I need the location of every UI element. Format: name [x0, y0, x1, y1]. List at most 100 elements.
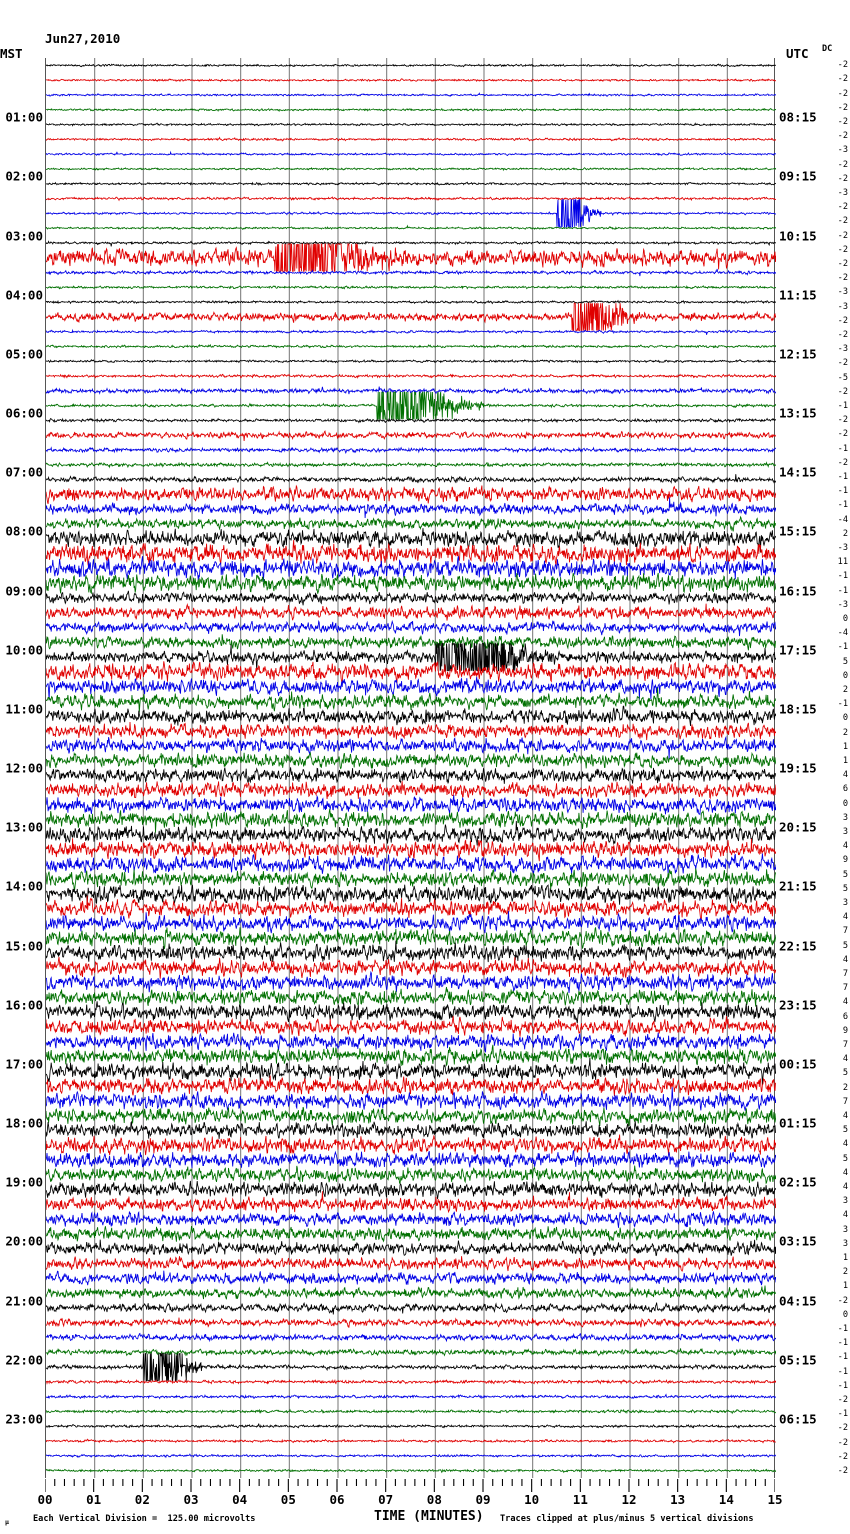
hour-label-mst: 21:00: [5, 1293, 43, 1308]
seismic-trace: [46, 853, 776, 875]
seismic-trace: [46, 927, 776, 949]
seismic-trace: [46, 391, 776, 421]
minute-tick-label: 07: [378, 1492, 394, 1507]
seismic-trace: [46, 445, 776, 454]
seismic-trace: [46, 1347, 776, 1357]
dc-offset-value: 5: [842, 1125, 848, 1136]
x-axis-title: TIME (MINUTES): [374, 1509, 484, 1524]
seismic-trace: [46, 661, 776, 686]
seismic-trace: [46, 430, 776, 442]
minute-tick-label: 15: [767, 1492, 783, 1507]
minute-tick-label: 12: [621, 1492, 637, 1507]
seismic-trace: [46, 328, 776, 335]
dc-offset-value: -1: [837, 1323, 848, 1334]
seismic-trace: [46, 515, 776, 532]
dc-offset-value: -2: [837, 273, 848, 284]
dc-offset-value: 1: [842, 755, 848, 766]
dc-offset-value: -5: [837, 372, 848, 383]
hour-label-mst: 07:00: [5, 464, 43, 480]
dc-offset-value: -1: [837, 471, 848, 482]
seismic-trace: [46, 1211, 776, 1228]
dc-offset-value: -1: [837, 1366, 848, 1377]
seismic-trace: [46, 721, 776, 741]
seismic-trace: [46, 1317, 776, 1328]
hour-label-mst: 23:00: [5, 1411, 43, 1427]
dc-offset-value: -4: [837, 514, 848, 525]
dc-offset-value: -2: [837, 159, 848, 170]
dc-offset-value: -1: [837, 699, 848, 710]
dc-offset-value: -3: [837, 542, 848, 553]
dc-offset-value: 0: [842, 713, 848, 724]
hour-label-mst: 08:00: [5, 523, 43, 539]
dc-offset-value: -2: [837, 258, 848, 269]
dc-offset-value: 4: [842, 1210, 848, 1221]
minute-tick-label: 00: [37, 1492, 53, 1507]
dc-offset-value: -1: [837, 1352, 848, 1363]
seismic-trace: [46, 838, 776, 862]
hour-label-mst: 14:00: [5, 878, 43, 894]
dc-offset-value: -2: [837, 457, 848, 468]
clip-note: Traces clipped at plus/minus 5 vertical …: [500, 1514, 754, 1524]
seismic-trace: [46, 1149, 776, 1169]
dc-offset-value: 9: [842, 1025, 848, 1036]
seismic-trace: [46, 240, 776, 247]
dc-offset-value: 1: [842, 741, 848, 752]
dc-offset-value: 0: [842, 1309, 848, 1320]
hour-label-mst: 17:00: [5, 1056, 43, 1072]
dc-offset-value: -2: [837, 386, 848, 397]
hour-label-utc: 12:15: [779, 346, 817, 362]
seismic-trace: [46, 166, 776, 172]
seismic-trace: [46, 735, 776, 760]
dc-offset-value: -1: [837, 486, 848, 497]
dc-offset-value: -3: [837, 187, 848, 198]
seismic-trace: [46, 884, 776, 905]
helicorder-plot[interactable]: [45, 58, 776, 1478]
seismic-trace: [46, 642, 776, 672]
seismic-trace: [46, 556, 776, 582]
dc-offset-value: 5: [842, 883, 848, 894]
seismic-trace: [46, 1270, 776, 1286]
hour-label-mst: 05:00: [5, 346, 43, 362]
seismic-trace: [46, 528, 776, 553]
seismic-trace: [46, 1379, 776, 1386]
hour-label-utc: 21:15: [779, 878, 817, 894]
micro-symbol: μ: [5, 1518, 9, 1526]
hour-label-mst: 04:00: [5, 287, 43, 303]
seismic-trace: [46, 970, 776, 994]
seismic-trace: [46, 107, 776, 113]
dc-offset-value: 0: [842, 670, 848, 681]
minute-tick-label: 02: [134, 1492, 150, 1507]
dc-offset-value: 3: [842, 826, 848, 837]
dc-offset-value: 4: [842, 1139, 848, 1150]
seismic-trace: [46, 461, 776, 469]
dc-offset-value: -2: [837, 429, 848, 440]
dc-offset-value: -1: [837, 642, 848, 653]
dc-offset-value: 4: [842, 841, 848, 852]
seismic-trace: [46, 590, 776, 606]
dc-offset-value: 6: [842, 1011, 848, 1022]
hour-label-utc: 22:15: [779, 938, 817, 953]
dc-offset-value: -2: [837, 329, 848, 340]
hour-label-utc: 03:15: [779, 1233, 817, 1249]
hour-label-mst: 20:00: [5, 1233, 43, 1249]
dc-offset-value: -2: [837, 216, 848, 227]
seismic-trace: [46, 1393, 776, 1400]
dc-offset-value: -1: [837, 1338, 848, 1349]
seismic-trace: [46, 676, 776, 701]
seismic-trace: [46, 78, 776, 83]
seismic-trace: [46, 602, 776, 621]
scale-note: Each Vertical Division = 125.00 microvol…: [33, 1514, 256, 1524]
hour-label-utc: 01:15: [779, 1115, 817, 1131]
seismic-trace: [46, 1120, 776, 1139]
dc-offset-value: 4: [842, 1054, 848, 1065]
seismic-trace: [46, 868, 776, 891]
minute-tick-label: 11: [572, 1492, 588, 1507]
hour-label-mst: 02:00: [5, 168, 43, 184]
seismic-trace: [46, 820, 776, 846]
right-axis-title: UTC: [786, 46, 809, 61]
dc-offset-value: 7: [842, 983, 848, 994]
dc-offset-value: -2: [837, 74, 848, 85]
dc-offset-value: 4: [842, 1167, 848, 1178]
hour-label-utc: 18:15: [779, 701, 817, 717]
hour-label-utc: 17:15: [779, 642, 817, 658]
